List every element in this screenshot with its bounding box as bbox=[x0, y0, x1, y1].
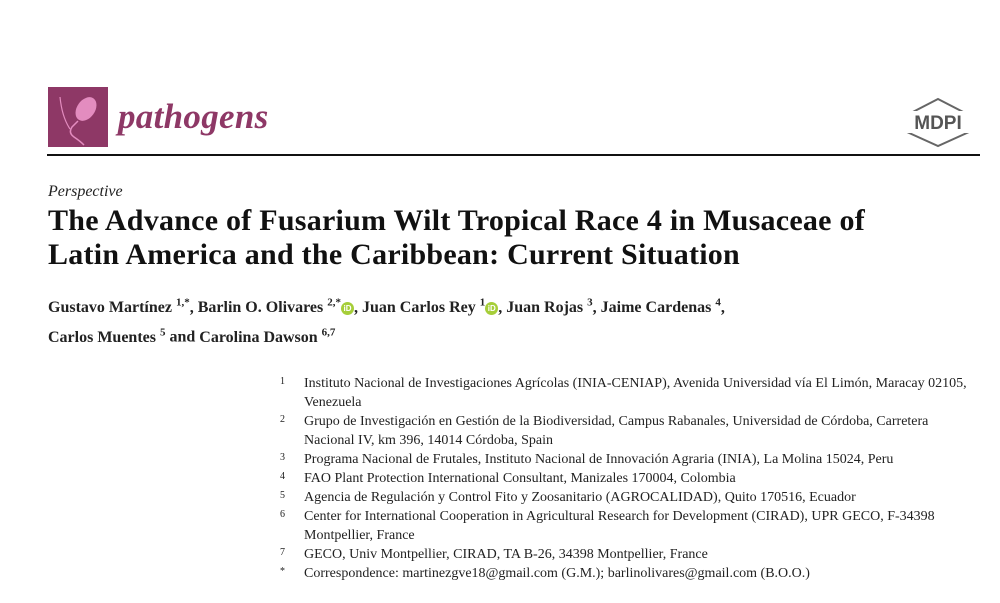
author-affiliation-sup: 2,* bbox=[327, 297, 341, 309]
author-name[interactable]: Jaime Cardenas bbox=[600, 299, 712, 317]
author-name[interactable]: Juan Carlos Rey bbox=[361, 299, 476, 317]
affiliations: 1 Instituto Nacional de Investigaciones A… bbox=[280, 374, 980, 583]
author-name[interactable]: Carolina Dawson bbox=[199, 328, 318, 346]
affiliation-item: 6 Center for International Cooperation in… bbox=[280, 507, 980, 545]
affiliation-number: 5 bbox=[280, 490, 285, 501]
journal-name: pathogens bbox=[118, 97, 269, 136]
affiliation-item: 2 Grupo de Investigación en Gestión de la… bbox=[280, 412, 980, 450]
author-name[interactable]: Carlos Muentes bbox=[48, 328, 156, 346]
author-name[interactable]: Juan Rojas bbox=[506, 299, 584, 317]
author: Juan Carlos Rey 1 iD bbox=[361, 297, 499, 317]
author: Gustavo Martínez 1,* bbox=[48, 297, 190, 317]
author-affiliation-sup: 3 bbox=[587, 297, 593, 309]
author: Carolina Dawson 6,7 bbox=[199, 326, 336, 346]
affiliation-text: Center for International Cooperation in … bbox=[304, 509, 935, 543]
author-name[interactable]: Barlin O. Olivares bbox=[197, 299, 324, 317]
authors-conjunction: and bbox=[169, 328, 196, 346]
affiliation-text: FAO Plant Protection International Consu… bbox=[304, 471, 736, 486]
affiliation-item: 4 FAO Plant Protection International Cons… bbox=[280, 469, 980, 488]
author: Carlos Muentes 5 bbox=[48, 326, 166, 346]
author-affiliation-sup: 5 bbox=[159, 326, 166, 339]
mdpi-logo: MDPI bbox=[903, 96, 973, 148]
article-type: Perspective bbox=[48, 183, 123, 200]
affiliation-item: * Correspondence: martinezgve18@gmail.com… bbox=[280, 564, 980, 583]
affiliation-text: Correspondence: martinezgve18@gmail.com … bbox=[304, 566, 810, 581]
affiliation-text: Instituto Nacional de Investigaciones Ag… bbox=[304, 376, 967, 410]
article-title: The Advance of Fusarium Wilt Tropical Ra… bbox=[48, 204, 865, 272]
author-affiliation-sup: 1 bbox=[479, 297, 486, 309]
affiliation-text: Grupo de Investigación en Gestión de la … bbox=[304, 414, 929, 448]
affiliation-number: 2 bbox=[280, 414, 285, 425]
author: Jaime Cardenas 4 bbox=[600, 297, 721, 317]
title-line: Latin America and the Caribbean: Current… bbox=[48, 238, 740, 271]
affiliation-item: 3 Programa Nacional de Frutales, Institut… bbox=[280, 450, 980, 469]
author-name[interactable]: Gustavo Martínez bbox=[48, 299, 172, 317]
affiliation-text: Programa Nacional de Frutales, Instituto… bbox=[304, 452, 894, 467]
affiliation-number: * bbox=[280, 566, 285, 577]
affiliation-item: 7 GECO, Univ Montpellier, CIRAD, TA B-26,… bbox=[280, 545, 980, 564]
author-affiliation-sup: 4 bbox=[715, 297, 721, 309]
orcid-icon[interactable]: iD bbox=[340, 302, 354, 316]
affiliation-item: 1 Instituto Nacional de Investigaciones A… bbox=[280, 374, 980, 412]
journal-logo bbox=[48, 87, 108, 147]
author-list: Gustavo Martínez 1,*, Barlin O. Olivares… bbox=[48, 297, 725, 346]
author-affiliation-sup: 1,* bbox=[175, 297, 190, 309]
pathogen-icon bbox=[59, 96, 97, 146]
affiliation-text: Agencia de Regulación y Control Fito y Z… bbox=[304, 490, 856, 505]
affiliation-number: 4 bbox=[280, 471, 285, 482]
author-affiliation-sup: 6,7 bbox=[321, 326, 336, 339]
author: Juan Rojas 3 bbox=[506, 297, 593, 317]
affiliation-number: 1 bbox=[280, 376, 285, 387]
affiliation-text: GECO, Univ Montpellier, CIRAD, TA B-26, … bbox=[304, 547, 708, 562]
author: Barlin O. Olivares 2,* iD bbox=[197, 297, 354, 317]
affiliation-item: 5 Agencia de Regulación y Control Fito y … bbox=[280, 488, 980, 507]
title-line: The Advance of Fusarium Wilt Tropical Ra… bbox=[48, 204, 865, 237]
mdpi-logo-text: MDPI bbox=[914, 113, 962, 134]
header-rule bbox=[47, 154, 980, 156]
orcid-icon[interactable]: iD bbox=[485, 302, 499, 316]
affiliation-number: 6 bbox=[280, 509, 285, 520]
affiliation-number: 7 bbox=[280, 547, 285, 558]
affiliation-number: 3 bbox=[280, 452, 285, 463]
